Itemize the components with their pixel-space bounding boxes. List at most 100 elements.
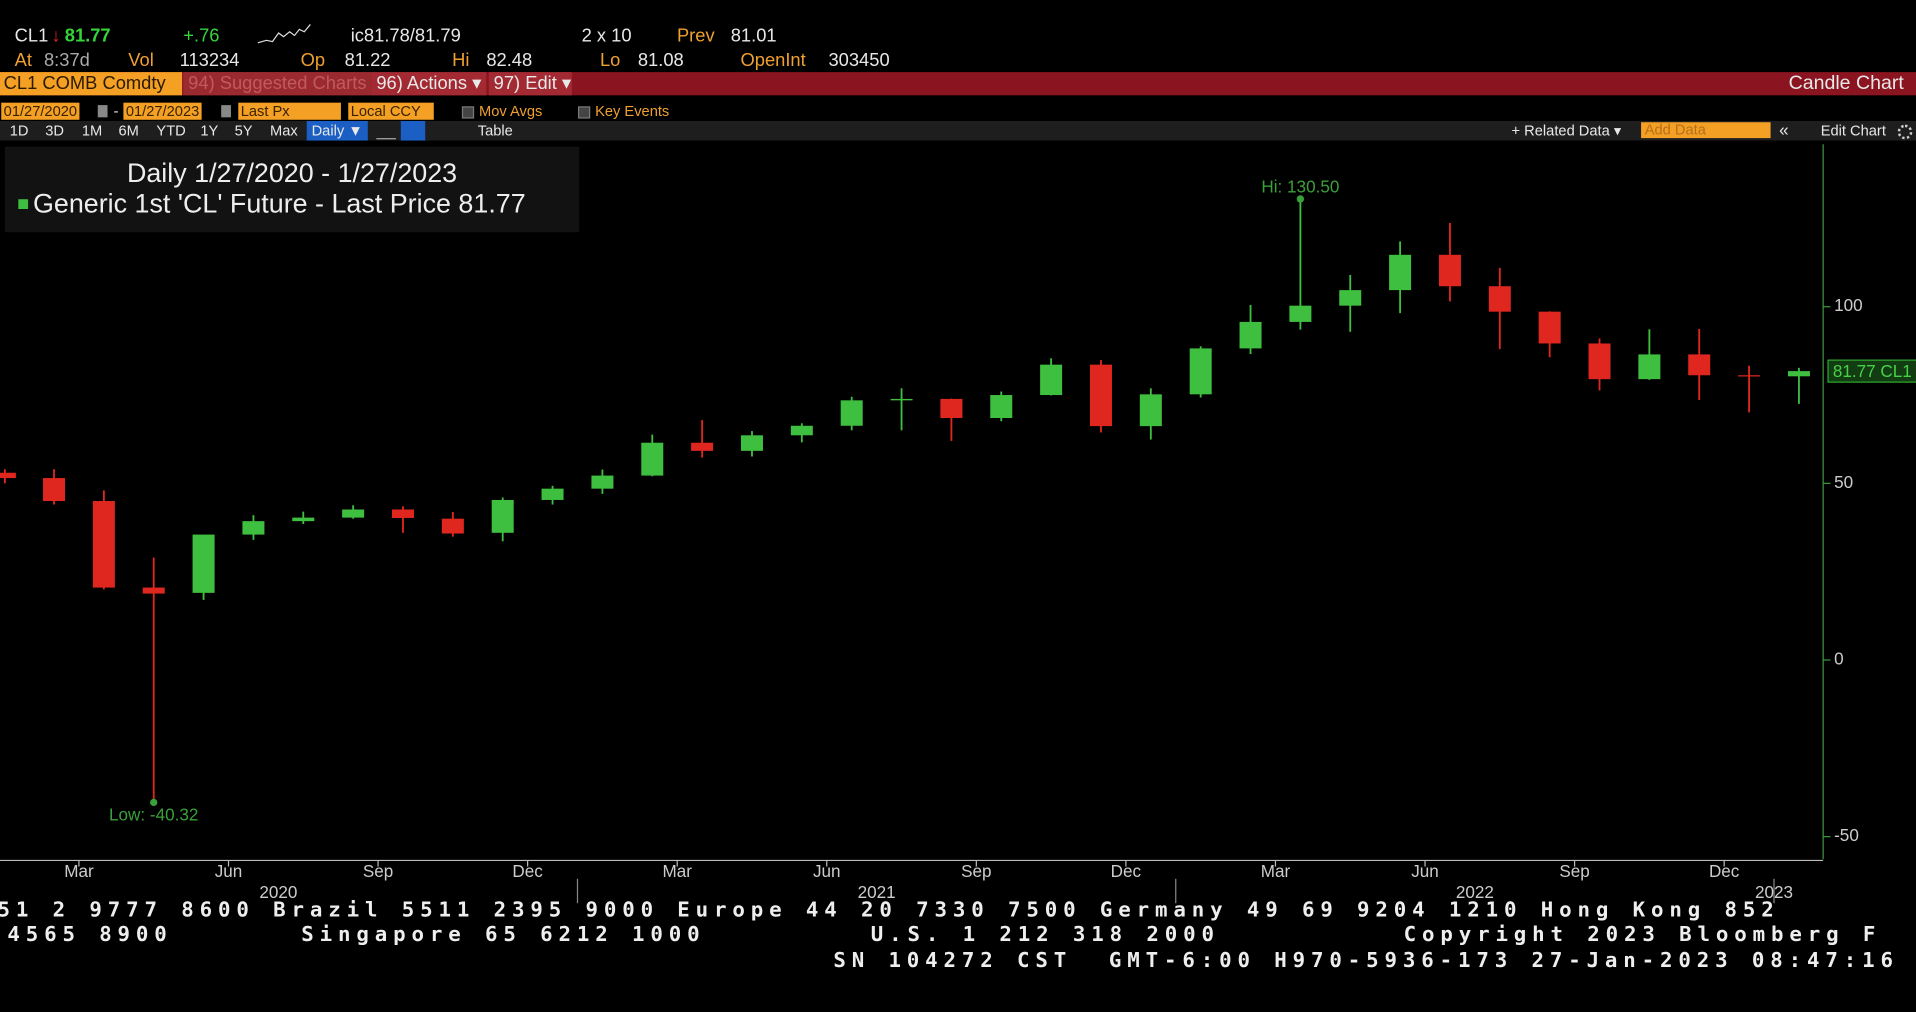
period[interactable]: YTD <box>156 122 186 140</box>
y-tick-label: 100 <box>1834 296 1863 315</box>
x-tick-label: Mar <box>662 862 692 881</box>
candle-body <box>1738 375 1761 377</box>
x-tick-label: Jun <box>813 862 841 881</box>
line-icon[interactable] <box>376 123 396 140</box>
candle-body <box>1139 394 1162 427</box>
candle-body <box>491 499 514 533</box>
period[interactable]: 1M <box>81 122 103 140</box>
candle-body <box>1339 290 1362 306</box>
x-tick-label: Mar <box>1261 862 1291 881</box>
legend-name: Generic 1st 'CL' Future - Last Price <box>33 188 451 218</box>
oi-label: OpenInt <box>740 50 806 71</box>
end-date[interactable]: 01/27/2023 <box>123 102 202 120</box>
candle-body <box>43 478 66 502</box>
candle-body <box>391 509 414 518</box>
low-marker <box>150 798 158 807</box>
prev-label: Prev <box>676 25 715 47</box>
period[interactable]: 3D <box>45 122 64 140</box>
currency[interactable]: Local CCY <box>348 102 434 120</box>
calendar-icon[interactable] <box>97 105 108 118</box>
edit-chart[interactable]: Edit Chart <box>1820 122 1886 140</box>
x-tick-label: Sep <box>961 862 991 881</box>
open: 81.22 <box>344 50 391 71</box>
sparkline <box>257 24 311 44</box>
candle-body <box>641 442 664 476</box>
low-annotation: Low: -40.32 <box>109 805 198 824</box>
candle-body <box>1538 311 1561 344</box>
bid-ask: ic81.78/81.79 <box>350 25 461 47</box>
candle-body <box>940 398 963 418</box>
period[interactable]: 6M <box>118 122 139 140</box>
key-events[interactable]: Key Events <box>595 102 670 120</box>
legend-swatch <box>18 199 29 209</box>
high-marker <box>1296 195 1305 203</box>
actions-menu[interactable]: 96) Actions ▾ <box>371 72 487 96</box>
candle-body <box>1239 321 1262 349</box>
year-label: 2022 <box>1456 883 1494 902</box>
legend-value: 81.77 <box>458 188 525 218</box>
add-data[interactable]: Add Data <box>1641 122 1771 139</box>
high-annotation: Hi: 130.50 <box>1261 177 1339 196</box>
legend-box <box>4 146 580 233</box>
candle-body <box>192 534 215 593</box>
frequency[interactable]: Daily ▼ <box>306 120 368 141</box>
candle-body <box>591 475 614 489</box>
candle-body <box>990 395 1013 418</box>
vol-label: Vol <box>128 50 154 71</box>
candle-body <box>1438 254 1461 287</box>
mov-avgs[interactable]: Mov Avgs <box>479 102 543 120</box>
candle-body <box>242 521 265 535</box>
related-data[interactable]: + Related Data ▾ <box>1511 122 1622 140</box>
high-label: Hi <box>452 50 470 71</box>
start-date[interactable]: 01/27/2020 <box>1 102 80 120</box>
candle-icon[interactable] <box>400 120 426 141</box>
edit-menu[interactable]: 97) Edit ▾ <box>488 72 572 96</box>
suggested-charts[interactable]: 94) Suggested Charts <box>183 72 372 96</box>
direction: ↓ <box>51 25 61 47</box>
checkbox[interactable] <box>461 106 475 119</box>
year-label: 2023 <box>1755 883 1793 902</box>
x-tick-label: Dec <box>512 862 543 881</box>
candle-body <box>1638 354 1661 380</box>
y-tick-label: 0 <box>1834 649 1844 668</box>
year-label: 2020 <box>259 883 297 902</box>
candle-body <box>1289 305 1312 322</box>
checkbox[interactable] <box>577 106 591 119</box>
candle-body <box>740 435 763 451</box>
security[interactable]: CL1 COMB Comdty <box>0 72 183 96</box>
last-price-label: 81.77 CL1 <box>1833 362 1912 381</box>
field[interactable]: Last Px <box>238 102 341 120</box>
candle-body <box>92 501 115 588</box>
settings-icon[interactable] <box>1897 124 1913 140</box>
menu-bar: CL1 COMB Comdty 94) Suggested Charts 96)… <box>0 72 1916 96</box>
candle-body <box>1688 354 1711 376</box>
x-tick-label: Mar <box>64 862 94 881</box>
period[interactable]: 1D <box>9 122 29 140</box>
candle-body <box>342 509 365 518</box>
date-dash: - <box>113 102 119 120</box>
y-tick-label: 50 <box>1834 473 1853 492</box>
x-tick-label: Dec <box>1709 862 1740 881</box>
candle-body <box>1040 364 1063 396</box>
last-price-tag <box>1827 359 1916 383</box>
ticker: CL1 <box>14 25 49 47</box>
toolbar: 1D 3D 1M 6M YTD 1Y 5Y Max Daily ▼ Table … <box>0 119 1916 141</box>
y-tick-label: -50 <box>1834 826 1859 845</box>
footer-line: 4565 8900 Singapore 65 6212 1000 U.S. 1 … <box>7 922 1882 948</box>
table-button[interactable]: Table <box>477 122 513 140</box>
period[interactable]: 1Y <box>200 122 219 140</box>
legend-entry: Generic 1st 'CL' Future - Last Price 81.… <box>33 188 526 218</box>
candle-body <box>1588 343 1611 380</box>
collapse[interactable]: « <box>1779 119 1789 140</box>
calendar-icon[interactable] <box>221 105 231 118</box>
x-tick-label: Dec <box>1111 862 1142 881</box>
low: 81.08 <box>637 50 684 71</box>
candle-body <box>142 587 165 594</box>
period[interactable]: Max <box>270 122 298 140</box>
period[interactable]: 5Y <box>234 122 253 140</box>
time: 8:37d <box>43 50 90 71</box>
vol: 113234 <box>179 50 240 71</box>
x-tick-label: Jun <box>1411 862 1439 881</box>
